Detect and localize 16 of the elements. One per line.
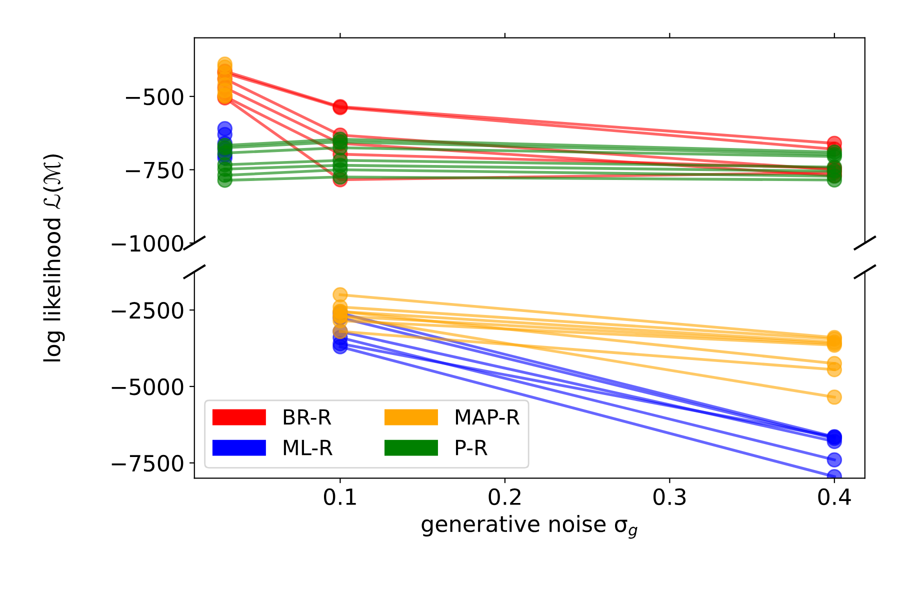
x-axis-title: generative noise σ$_{g}$	[422, 514, 638, 539]
y-tick-label: −750	[126, 162, 184, 178]
y-tick-label: −2500	[112, 302, 184, 319]
legend-label: BR-R	[284, 409, 332, 425]
y-axis-title: log likelihood ℒ(ℳ)	[43, 154, 65, 362]
y-tick-label: −500	[126, 88, 184, 106]
x-tick-label: 0.3	[653, 488, 686, 506]
x-tick-label: 0.2	[488, 488, 520, 506]
legend-label: ML-R	[284, 440, 333, 456]
x-tick-label: 0.1	[324, 488, 356, 506]
y-tick-label: −5000	[112, 378, 184, 396]
legend-label: MAP-R	[456, 409, 520, 425]
x-tick-label: 0.4	[818, 488, 851, 506]
y-tick-label: −7500	[112, 454, 184, 472]
legend-label: P-R	[456, 440, 488, 456]
y-tick-label: −1000	[112, 234, 184, 252]
